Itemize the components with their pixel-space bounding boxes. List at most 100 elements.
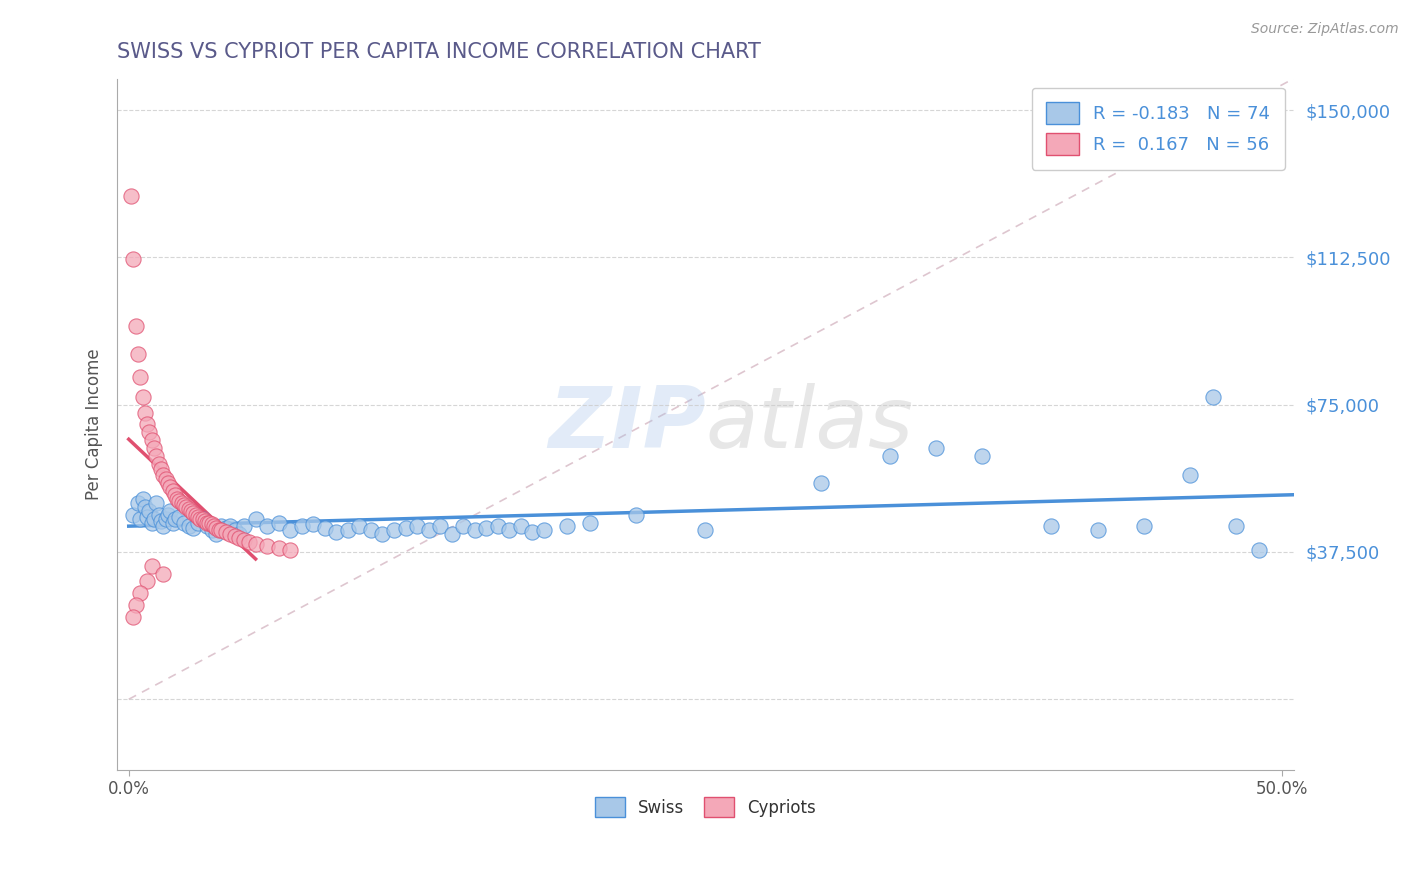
Text: SWISS VS CYPRIOT PER CAPITA INCOME CORRELATION CHART: SWISS VS CYPRIOT PER CAPITA INCOME CORRE… — [117, 42, 761, 62]
Point — [150, 462, 173, 476]
Point — [145, 496, 167, 510]
Point — [245, 537, 267, 551]
Point — [191, 511, 214, 525]
Point — [810, 476, 832, 491]
Point — [169, 494, 191, 508]
Point — [191, 511, 214, 525]
Point — [451, 519, 474, 533]
Point — [509, 519, 531, 533]
Point — [371, 527, 394, 541]
Point — [194, 514, 217, 528]
Point — [486, 519, 509, 533]
Point — [122, 508, 145, 522]
Point — [440, 527, 463, 541]
Point — [214, 521, 236, 535]
Point — [180, 504, 202, 518]
Point — [267, 541, 290, 555]
Point — [278, 524, 301, 538]
Point — [1040, 519, 1063, 533]
Point — [198, 516, 221, 530]
Point — [278, 543, 301, 558]
Point — [162, 484, 184, 499]
Point — [498, 524, 520, 538]
Point — [464, 524, 486, 538]
Point — [136, 574, 159, 589]
Point — [176, 500, 198, 514]
Point — [152, 468, 174, 483]
Point — [134, 405, 156, 419]
Point — [228, 531, 250, 545]
Point — [224, 529, 246, 543]
Point — [143, 511, 166, 525]
Point — [879, 449, 901, 463]
Point — [129, 511, 152, 525]
Point — [136, 509, 159, 524]
Point — [201, 517, 224, 532]
Point — [120, 189, 142, 203]
Point — [150, 514, 173, 528]
Point — [170, 496, 193, 510]
Text: Source: ZipAtlas.com: Source: ZipAtlas.com — [1251, 22, 1399, 37]
Point — [166, 491, 188, 506]
Point — [159, 504, 181, 518]
Point — [195, 516, 218, 530]
Point — [155, 511, 177, 525]
Point — [1249, 543, 1271, 558]
Point — [181, 506, 204, 520]
Point — [233, 533, 256, 548]
Point — [173, 516, 195, 530]
Text: ZIP: ZIP — [548, 383, 706, 466]
Point — [256, 519, 278, 533]
Point — [394, 521, 416, 535]
Point — [163, 511, 186, 525]
Point — [205, 521, 228, 535]
Point — [152, 566, 174, 581]
Point — [533, 524, 555, 538]
Point — [695, 524, 717, 538]
Point — [522, 525, 544, 540]
Point — [325, 525, 347, 540]
Point — [177, 519, 200, 533]
Point — [291, 519, 314, 533]
Point — [129, 370, 152, 384]
Point — [238, 535, 260, 549]
Point — [131, 390, 153, 404]
Point — [219, 519, 242, 533]
Point — [159, 480, 181, 494]
Point — [129, 586, 152, 600]
Point — [195, 519, 218, 533]
Point — [1178, 468, 1201, 483]
Point — [169, 509, 191, 524]
Point — [131, 491, 153, 506]
Point — [228, 527, 250, 541]
Point — [184, 508, 207, 522]
Point — [173, 498, 195, 512]
Point — [224, 524, 246, 538]
Y-axis label: Per Capita Income: Per Capita Income — [86, 349, 103, 500]
Point — [219, 527, 242, 541]
Point — [127, 346, 149, 360]
Point — [214, 525, 236, 540]
Point — [148, 457, 170, 471]
Point — [925, 441, 948, 455]
Point — [245, 511, 267, 525]
Point — [162, 516, 184, 530]
Point — [406, 519, 429, 533]
Point — [201, 524, 224, 538]
Point — [302, 517, 325, 532]
Point — [138, 504, 160, 518]
Point — [267, 516, 290, 530]
Point — [188, 511, 211, 525]
Point — [209, 519, 232, 533]
Point — [256, 539, 278, 553]
Point — [177, 501, 200, 516]
Point — [155, 472, 177, 486]
Point — [336, 524, 359, 538]
Point — [122, 609, 145, 624]
Point — [1087, 524, 1109, 538]
Point — [233, 519, 256, 533]
Point — [181, 521, 204, 535]
Point — [360, 524, 382, 538]
Point — [1202, 390, 1225, 404]
Point — [418, 524, 440, 538]
